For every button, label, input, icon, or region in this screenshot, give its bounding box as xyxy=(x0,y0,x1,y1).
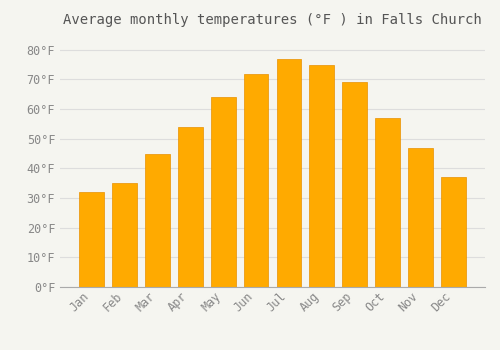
Bar xyxy=(178,127,203,287)
Bar xyxy=(276,59,301,287)
Bar xyxy=(376,118,400,287)
Bar xyxy=(145,154,170,287)
Bar xyxy=(112,183,137,287)
Bar xyxy=(211,97,236,287)
Bar xyxy=(80,192,104,287)
Bar xyxy=(310,65,334,287)
Bar xyxy=(342,83,367,287)
Bar xyxy=(244,74,268,287)
Bar xyxy=(408,148,433,287)
Bar xyxy=(441,177,466,287)
Title: Average monthly temperatures (°F ) in Falls Church: Average monthly temperatures (°F ) in Fa… xyxy=(63,13,482,27)
